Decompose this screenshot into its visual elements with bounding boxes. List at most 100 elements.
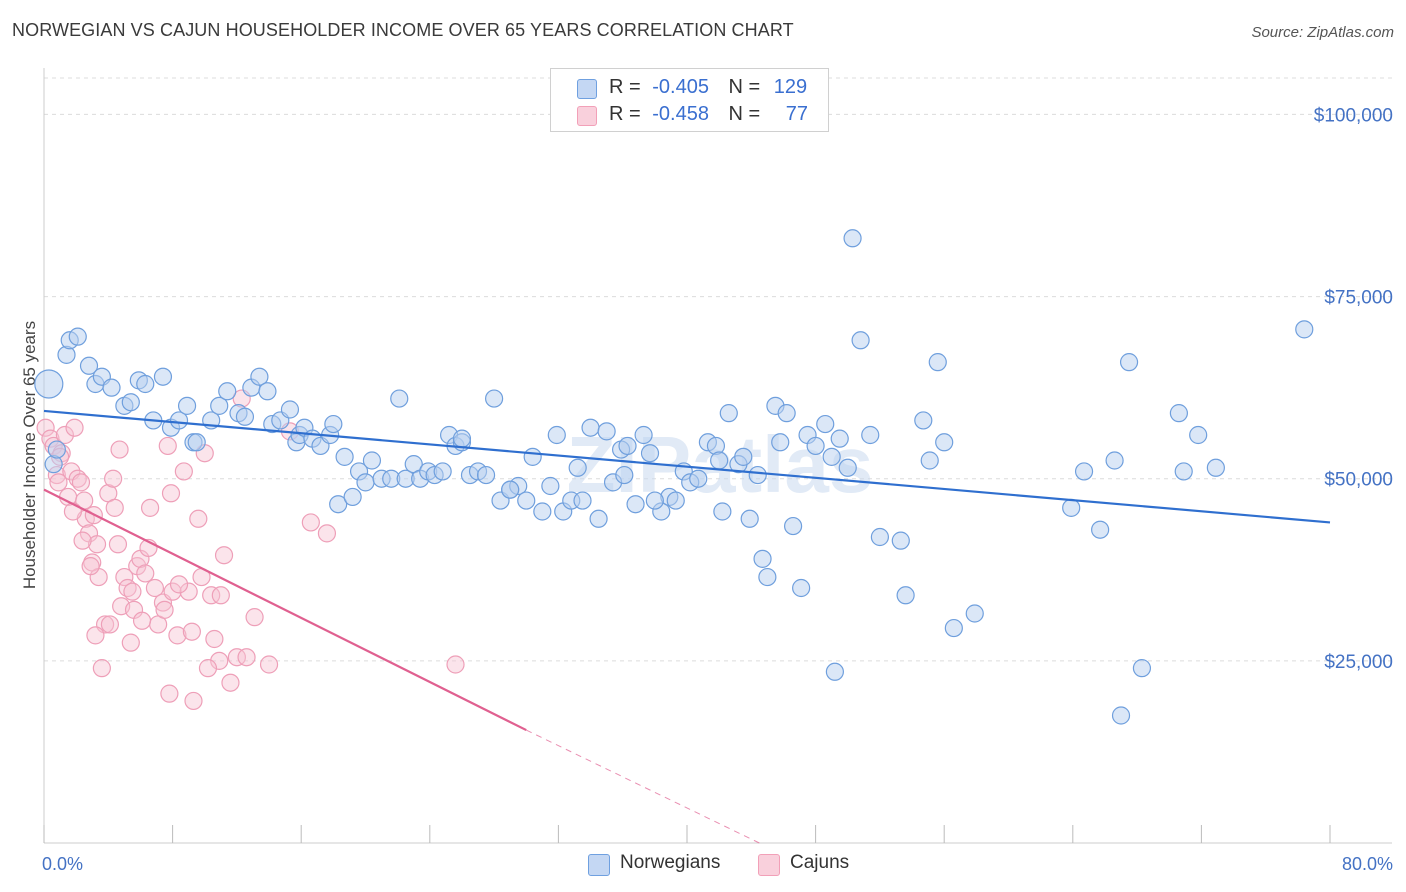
y-tick-label: $50,000 (1324, 470, 1393, 491)
cajuns-point (179, 582, 198, 601)
y-tick-label: $25,000 (1324, 652, 1393, 673)
norwegians-point (753, 549, 772, 568)
norwegians-point (710, 451, 729, 470)
cajuns-point (205, 629, 224, 649)
norwegians-point (343, 487, 362, 507)
r-label: R = (609, 103, 641, 125)
norwegians-point (47, 440, 66, 459)
cajuns-point (446, 655, 465, 674)
cajuns-point (189, 509, 208, 528)
x-tick-label: 0.0% (42, 854, 83, 874)
cajuns-point (110, 440, 129, 459)
norwegians-point (523, 447, 542, 466)
gridlines (44, 77, 1392, 662)
cajuns-point (115, 567, 134, 587)
cajuns-point (259, 655, 279, 674)
x-tick-label: 80.0% (1342, 854, 1393, 874)
norwegians-point (34, 369, 64, 399)
cajuns-point (123, 582, 142, 601)
norwegians-point (218, 382, 237, 401)
norwegians-point (335, 447, 354, 466)
norwegians-point (830, 429, 849, 448)
norwegians-point (1206, 458, 1225, 477)
cajuns-point (160, 684, 179, 703)
norwegians-point (568, 458, 587, 477)
r-value: -0.458 (652, 103, 709, 125)
norwegians-point (79, 356, 99, 375)
norwegians-point (169, 411, 189, 430)
norwegians-point (433, 462, 452, 481)
norwegians-point (1119, 353, 1139, 372)
cajuns-points (36, 389, 465, 711)
cajuns-point (182, 622, 201, 641)
correlation-legend: R = -0.405 N = 129 R = -0.458 N = 77 (550, 68, 829, 132)
cajuns-point (155, 600, 174, 619)
axes (43, 68, 1392, 844)
norwegians-point (177, 396, 197, 415)
cajuns-point (211, 586, 230, 605)
cajuns-point (214, 546, 234, 565)
norwegians-legend-swatch (588, 854, 610, 876)
cajuns-point (168, 626, 187, 645)
cajuns-point (145, 578, 165, 598)
cajuns-point (73, 531, 92, 550)
norwegians-point (719, 404, 738, 423)
norwegians-point (1189, 425, 1208, 445)
cajuns-point (184, 691, 203, 711)
norwegians-point (734, 447, 753, 466)
norwegians-point (597, 422, 616, 441)
norwegians-trend-line (43, 409, 1331, 524)
norwegians-point (748, 465, 767, 485)
cajuns-point (221, 673, 240, 692)
norwegians-point (896, 586, 915, 605)
cajuns-point (198, 659, 218, 678)
cajuns-point (65, 418, 84, 437)
cajuns-point (55, 425, 74, 445)
norwegians-point (1062, 498, 1081, 517)
trend-lines (43, 409, 1331, 844)
cajuns-point (136, 564, 155, 583)
r-value: -0.405 (652, 76, 709, 98)
cajuns-point (210, 651, 229, 670)
norwegians-point (476, 465, 496, 485)
norwegians-point (640, 444, 660, 463)
norwegians-point (121, 393, 140, 412)
norwegians-point (771, 433, 790, 452)
norwegians-point (944, 618, 963, 638)
norwegians-point (851, 331, 870, 350)
norwegians-point (547, 425, 566, 445)
norwegians-point (713, 502, 732, 521)
norwegians-point (1295, 320, 1314, 339)
norwegians-point (870, 527, 890, 547)
norwegians-point (928, 353, 947, 372)
cajuns-point (121, 633, 140, 652)
cajuns-point (158, 436, 177, 456)
cajuns-point (169, 575, 189, 594)
n-value: 77 (785, 103, 809, 125)
norwegians-point (914, 411, 933, 430)
cajuns-point (317, 524, 337, 543)
norwegians-point (634, 425, 653, 445)
norwegians-point (843, 229, 862, 248)
cajuns-point (132, 611, 152, 630)
norwegians-point (645, 491, 664, 510)
norwegians-point (356, 473, 375, 492)
source-label: Source: ZipAtlas.com (1251, 24, 1394, 41)
cajuns-point (49, 473, 68, 492)
norwegians-point (1169, 404, 1188, 423)
norwegians-point (783, 516, 803, 536)
cajuns-point (36, 418, 55, 437)
y-tick-label: $100,000 (1314, 105, 1393, 126)
cajuns-point (104, 469, 123, 488)
norwegians-swatch (577, 79, 597, 99)
cajuns-point (163, 582, 182, 601)
norwegians-point (390, 389, 409, 408)
norwegians-point (501, 480, 520, 499)
cajuns-point (92, 659, 111, 678)
r-label: R = (609, 76, 641, 98)
norwegians-point (324, 414, 343, 434)
norwegians-point (210, 396, 229, 415)
norwegians-point (102, 378, 121, 397)
cajuns-point (245, 608, 264, 627)
